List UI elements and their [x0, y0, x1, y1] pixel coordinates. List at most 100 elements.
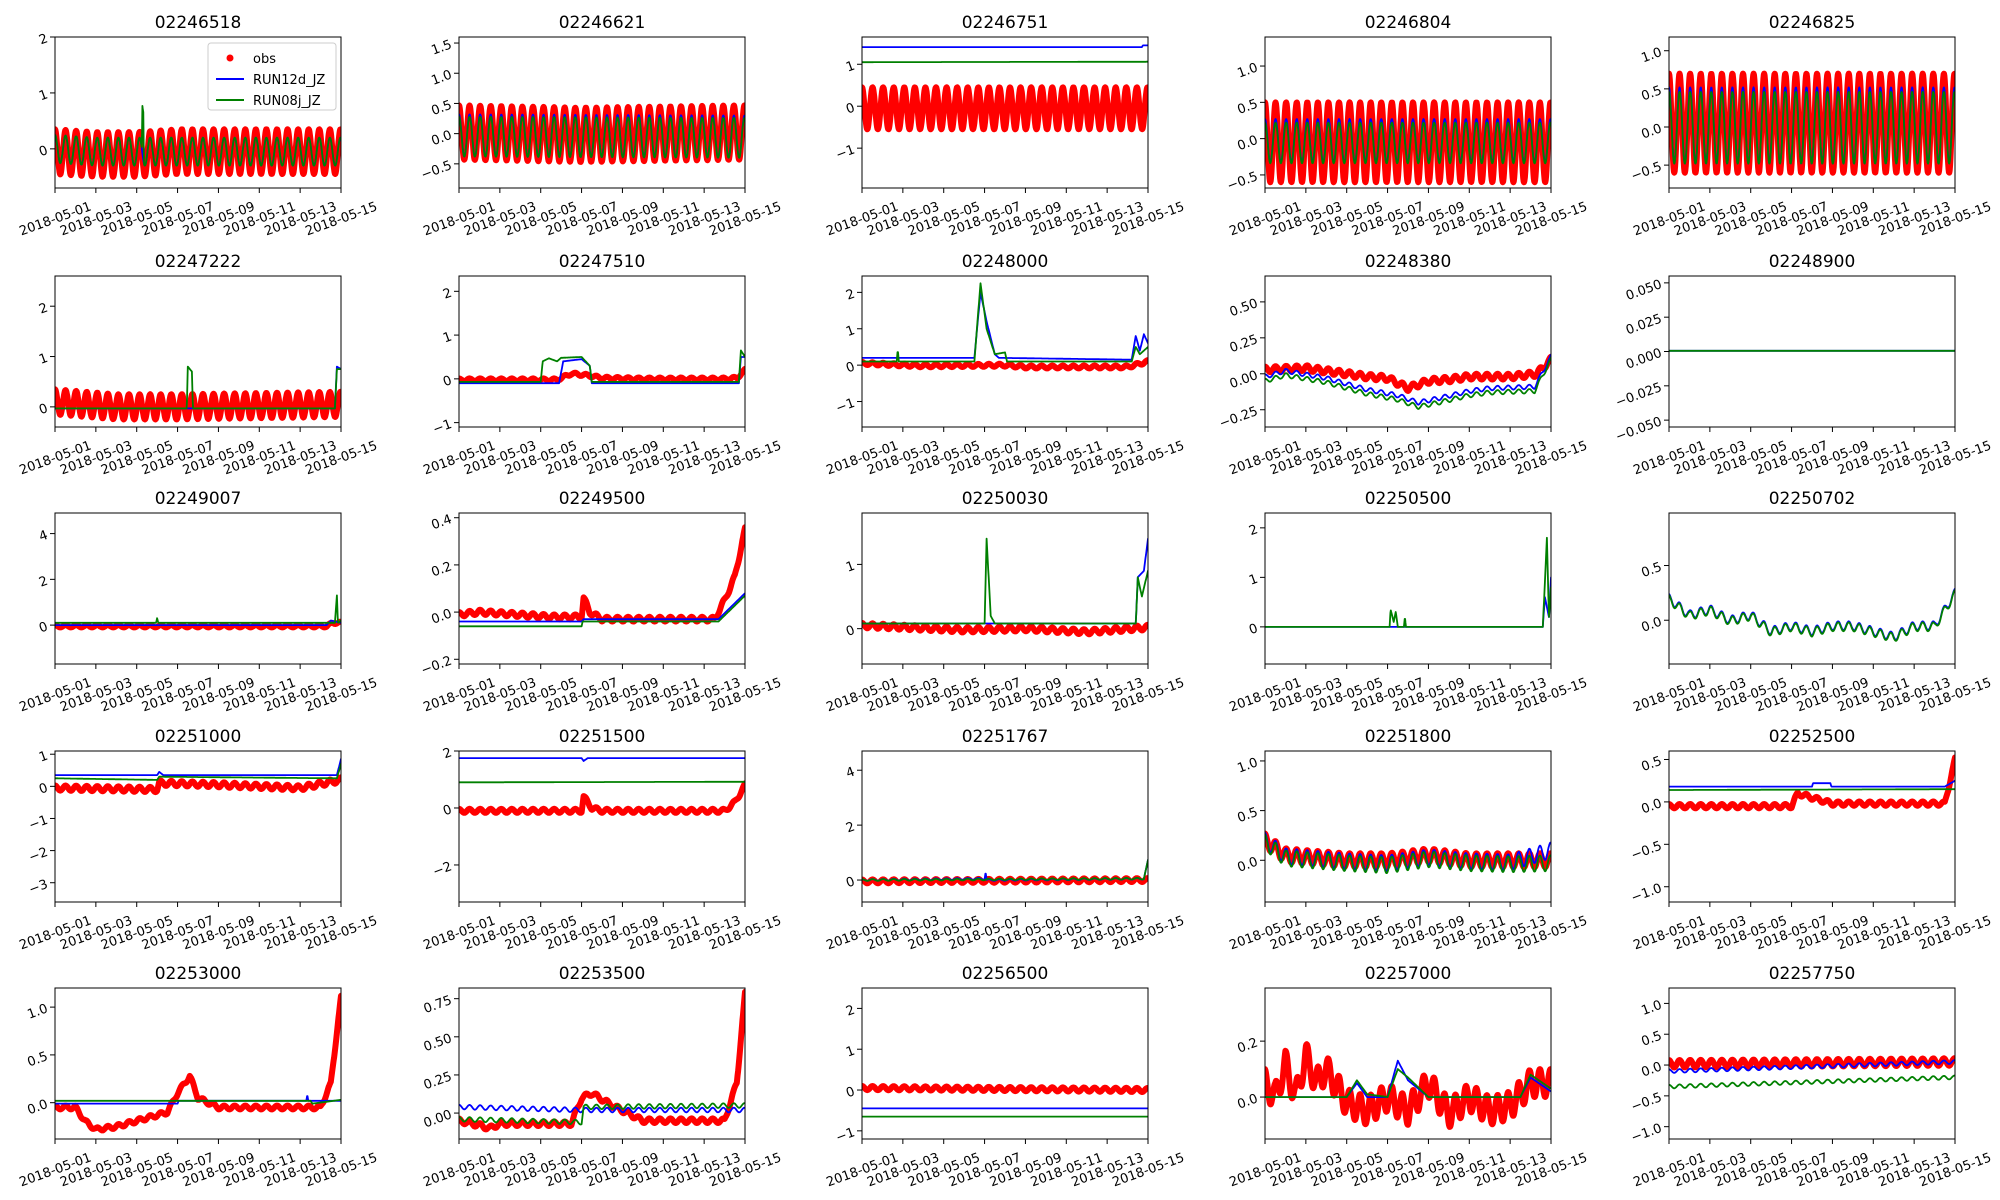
axes-frame	[1668, 512, 1956, 665]
y-tick-label: 0.5	[26, 1049, 51, 1070]
axes-frame	[54, 750, 342, 903]
series-RUN12d_JZ	[55, 619, 341, 626]
y-tick-label: −0.5	[1629, 159, 1664, 184]
y-tick-label: −1	[27, 813, 50, 834]
series-RUN08j_JZ	[459, 1102, 745, 1126]
subplot-02250030: 02250030012018-05-012018-05-032018-05-05…	[824, 489, 1186, 715]
series-RUN08j_JZ	[1669, 788, 1955, 791]
y-tick-label: 1	[844, 559, 857, 576]
y-tick-label: 0	[37, 401, 50, 418]
series-RUN08j_JZ	[55, 365, 341, 410]
y-tick-label: −0.25	[1218, 404, 1261, 432]
subplot-02248380: 02248380−0.250.000.250.502018-05-012018-…	[1218, 252, 1590, 478]
subplot-title: 02248000	[962, 252, 1049, 272]
series-obs	[55, 992, 341, 1134]
y-tick-label: 1.0	[1640, 45, 1665, 66]
subplot-02251000: 02251000−3−2−1012018-05-012018-05-032018…	[17, 727, 379, 953]
subplot-title: 02246518	[155, 13, 242, 33]
axes-frame	[1264, 275, 1552, 428]
y-tick-label: 0.0	[1236, 855, 1261, 876]
y-tick-label: −0.2	[419, 654, 454, 679]
y-tick-label: 1	[844, 59, 857, 76]
series-RUN08j_JZ	[1265, 356, 1551, 410]
subplot-02253000: 022530000.00.51.02018-05-012018-05-03201…	[17, 964, 379, 1190]
subplot-02246825: 02246825−0.50.00.51.02018-05-012018-05-0…	[1629, 13, 1993, 239]
legend-label: RUN12d_JZ	[253, 73, 325, 88]
series-obs	[862, 357, 1148, 372]
subplot-title: 02246751	[962, 13, 1049, 33]
y-tick-label: 0.0	[430, 128, 455, 149]
y-tick-label: −0.025	[1614, 380, 1664, 411]
plot-area	[459, 276, 745, 427]
y-tick-label: 2	[37, 31, 50, 48]
y-tick-label: −0.5	[419, 158, 454, 183]
subplot-title: 02246804	[1365, 13, 1452, 33]
plot-area	[55, 751, 341, 902]
subplot-02249007: 022490070242018-05-012018-05-032018-05-0…	[17, 489, 379, 715]
legend-label: obs	[253, 52, 276, 67]
axes-frame	[861, 750, 1149, 903]
legend-marker-obs	[226, 54, 234, 62]
series-RUN08j_JZ	[862, 859, 1148, 882]
axes-frame	[861, 987, 1149, 1140]
subplot-title: 02250030	[962, 489, 1049, 509]
subplot-title: 02247510	[559, 252, 646, 272]
subplot-title: 02250500	[1365, 489, 1452, 509]
plot-area	[1669, 751, 1955, 902]
series-RUN08j_JZ	[1265, 121, 1551, 165]
y-tick-label: −2	[431, 859, 454, 880]
series-obs	[1265, 1041, 1551, 1130]
legend-box	[207, 42, 337, 111]
y-tick-label: 0.5	[1640, 1029, 1665, 1050]
y-tick-label: 0	[441, 373, 454, 390]
plot-area	[862, 513, 1148, 664]
plot-area	[862, 988, 1148, 1139]
y-tick-label: 0.2	[1236, 1035, 1261, 1056]
series-obs	[1669, 754, 1955, 812]
y-tick-label: 0	[844, 1084, 857, 1101]
y-tick-label: 0.0	[430, 606, 455, 627]
subplot-title: 02247222	[155, 252, 242, 272]
y-tick-label: 4	[844, 765, 857, 782]
y-tick-label: 1	[844, 1044, 857, 1061]
axes-frame	[458, 987, 746, 1140]
y-tick-label: 1.5	[430, 37, 455, 58]
y-tick-label: 0.0	[1640, 121, 1665, 142]
subplot-title: 02253500	[559, 964, 646, 984]
series-RUN08j_JZ	[1669, 91, 1955, 165]
subplot-title: 02250702	[1769, 489, 1856, 509]
subplot-title: 02249500	[559, 489, 646, 509]
subplot-title: 02257000	[1365, 964, 1452, 984]
subplot-title: 02246825	[1769, 13, 1856, 33]
axes-frame	[861, 275, 1149, 428]
y-tick-label: 0.0	[26, 1097, 51, 1118]
series-obs	[55, 618, 341, 631]
y-tick-label: 2	[37, 301, 50, 318]
y-tick-label: 0.00	[422, 1107, 454, 1131]
series-RUN08j_JZ	[459, 115, 745, 159]
y-tick-label: −1.0	[1629, 1121, 1664, 1146]
y-tick-label: 0	[844, 101, 857, 118]
subplot-title: 02253000	[155, 964, 242, 984]
y-tick-label: 0	[37, 143, 50, 160]
plot-area	[1669, 513, 1955, 664]
axes-frame	[1264, 36, 1552, 189]
subplot-02257000: 022570000.00.22018-05-012018-05-032018-0…	[1227, 964, 1589, 1190]
axes-frame	[1668, 987, 1956, 1140]
subplot-title: 02251767	[962, 727, 1049, 747]
subplot-title: 02251800	[1365, 727, 1452, 747]
subplot-title: 02252500	[1769, 727, 1856, 747]
series-RUN12d_JZ	[55, 758, 341, 776]
subplot-02248000: 02248000−10122018-05-012018-05-032018-05…	[824, 252, 1186, 478]
y-tick-label: −0.5	[1225, 169, 1260, 194]
series-obs	[55, 386, 341, 423]
series-RUN08j_JZ	[1265, 833, 1551, 874]
y-tick-label: 0	[37, 781, 50, 798]
series-obs	[862, 875, 1148, 887]
y-tick-label: 2	[1247, 522, 1260, 539]
y-tick-label: 0	[844, 360, 857, 377]
y-tick-label: −1	[834, 1125, 857, 1146]
y-tick-label: −1	[431, 417, 454, 438]
series-obs	[862, 1082, 1148, 1095]
y-tick-label: 2	[37, 574, 50, 591]
